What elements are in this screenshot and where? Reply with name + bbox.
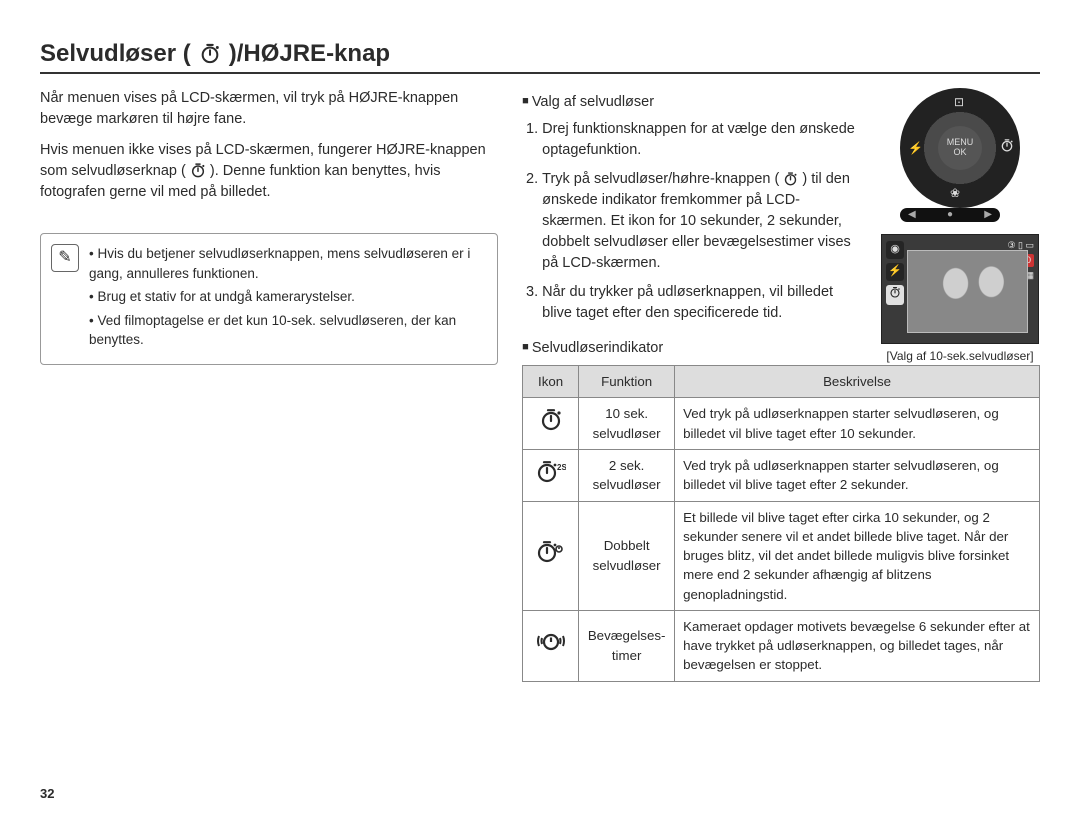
title-suffix: )/HØJRE-knap <box>229 40 390 68</box>
page-title: Selvudløser ( )/HØJRE-knap <box>40 40 1040 74</box>
step-item: Drej funktionsknappen for at vælge den ø… <box>542 119 862 161</box>
col-function: Funktion <box>579 366 675 398</box>
flash-icon: ⚡ <box>908 140 923 157</box>
lcd-right-icons: ③ ▯ ▭ 10 ▦ <box>1007 239 1034 282</box>
col-icon: Ikon <box>523 366 579 398</box>
timer-motion-icon <box>523 610 579 681</box>
function-cell: Bevægelses-timer <box>579 610 675 681</box>
right-column: MENU OK ⚡ ⊡ ❀ ◀●▶ ◉ ⚡ <box>522 88 1040 682</box>
note-callout: ✎ Hvis du betjener selvudløserknappen, m… <box>40 233 498 365</box>
table-header-row: Ikon Funktion Beskrivelse <box>523 366 1040 398</box>
macro-icon: ❀ <box>950 185 960 202</box>
timer-10s-icon <box>523 398 579 450</box>
content-columns: Når menuen vises på LCD-skærmen, vil try… <box>40 88 1040 682</box>
step-item: Tryk på selvudløser/høhre-knappen ( ) ti… <box>542 169 862 274</box>
description-cell: Kameraet opdager motivets bevægelse 6 se… <box>675 610 1040 681</box>
note-list: Hvis du betjener selvudløserknappen, men… <box>89 244 485 354</box>
left-column: Når menuen vises på LCD-skærmen, vil try… <box>40 88 498 682</box>
timer-2s-icon <box>523 449 579 501</box>
steps-list: Drej funktionsknappen for at vælge den ø… <box>522 119 862 324</box>
self-timer-icon <box>886 285 904 305</box>
description-cell: Et billede vil blive taget efter cirka 1… <box>675 501 1040 610</box>
dpad-center: MENU OK <box>938 126 982 170</box>
note-item: Brug et stativ for at undgå kamerarystel… <box>89 287 485 307</box>
self-timer-icon <box>190 163 206 179</box>
self-timer-icon <box>783 171 798 187</box>
intro-paragraph-2: Hvis menuen ikke vises på LCD-skærmen, f… <box>40 140 498 203</box>
function-cell: 2 sek. selvudløser <box>579 449 675 501</box>
lcd-caption: [Valg af 10-sek.selvudløser] <box>881 348 1039 365</box>
display-icon: ⊡ <box>954 94 964 111</box>
description-cell: Ved tryk på udløserknappen starter selvu… <box>675 398 1040 450</box>
flash-off-icon: ⚡ <box>886 263 904 281</box>
illustrations: MENU OK ⚡ ⊡ ❀ ◀●▶ ◉ ⚡ <box>880 88 1040 365</box>
page-number: 32 <box>40 786 54 801</box>
right-text: Valg af selvudløser Drej funktionsknappe… <box>522 92 862 324</box>
indicator-table: Ikon Funktion Beskrivelse 10 sek. selvud… <box>522 365 1040 681</box>
step-item: Når du trykker på udløserknappen, vil bi… <box>542 282 862 324</box>
table-row: Dobbelt selvudløser Et billede vil blive… <box>523 501 1040 610</box>
self-timer-icon <box>199 40 221 68</box>
section-heading: Valg af selvudløser <box>522 92 862 113</box>
camera-mode-icon: ◉ <box>886 241 904 259</box>
timer-double-icon <box>523 501 579 610</box>
self-timer-icon <box>1000 138 1014 157</box>
function-cell: 10 sek. selvudløser <box>579 398 675 450</box>
description-cell: Ved tryk på udløserknappen starter selvu… <box>675 449 1040 501</box>
table-row: 10 sek. selvudløser Ved tryk på udløserk… <box>523 398 1040 450</box>
note-item: Hvis du betjener selvudløserknappen, men… <box>89 244 485 283</box>
note-icon: ✎ <box>51 244 79 272</box>
col-description: Beskrivelse <box>675 366 1040 398</box>
note-item: Ved filmoptagelse er det kun 10-sek. sel… <box>89 311 485 350</box>
dpad-illustration: MENU OK ⚡ ⊡ ❀ ◀●▶ <box>900 88 1020 222</box>
lcd-preview: ◉ ⚡ ③ ▯ ▭ 10 ▦ [Valg af 10-sek.selvudløs… <box>881 234 1039 365</box>
lcd-left-icons: ◉ ⚡ <box>886 241 904 305</box>
table-row: 2 sek. selvudløser Ved tryk på udløserkn… <box>523 449 1040 501</box>
zoom-strip: ◀●▶ <box>900 208 1000 222</box>
title-prefix: Selvudløser ( <box>40 40 191 68</box>
table-row: Bevægelses-timer Kameraet opdager motive… <box>523 610 1040 681</box>
intro-paragraph-1: Når menuen vises på LCD-skærmen, vil try… <box>40 88 498 130</box>
function-cell: Dobbelt selvudløser <box>579 501 675 610</box>
